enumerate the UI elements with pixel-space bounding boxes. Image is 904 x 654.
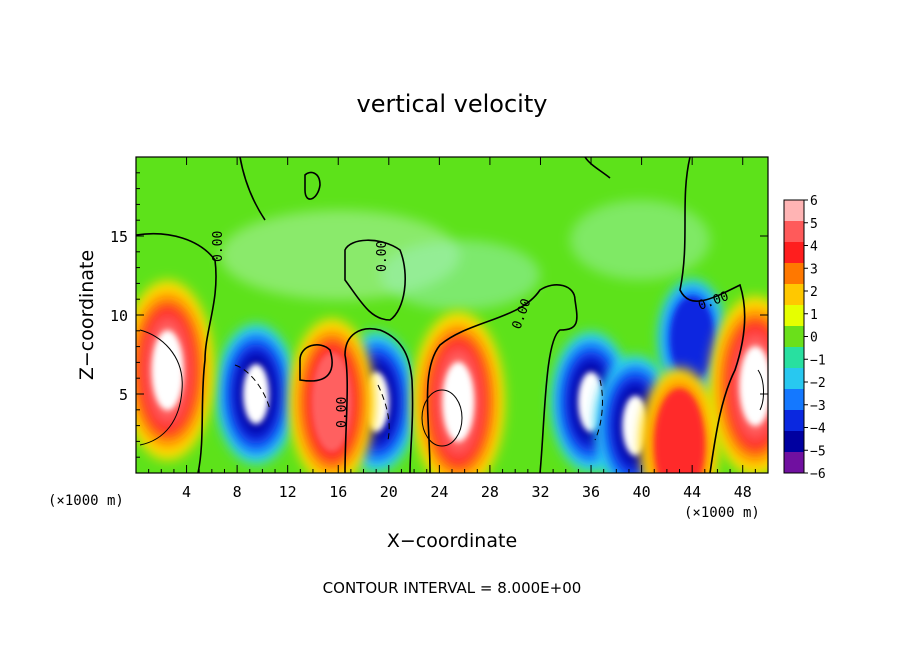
x-tick-label: 44: [683, 483, 701, 501]
updraft-cell-layer: [739, 346, 768, 427]
x-tick-label: 28: [481, 483, 499, 501]
downdraft-cell: [658, 279, 727, 399]
colorbar-swatch: [784, 305, 804, 327]
updraft-cell-layer: [654, 388, 706, 473]
x-tick-label: 40: [633, 483, 651, 501]
x-tick-label: 16: [329, 483, 347, 501]
colorbar-swatch: [784, 200, 804, 222]
downdraft-cell-layer: [243, 364, 270, 424]
contour-label: 0.00: [335, 397, 350, 428]
y-tick-label: 5: [119, 386, 128, 404]
contour-label: 0.00: [375, 241, 390, 272]
zero-contours: [136, 157, 746, 473]
y-axis-label: Z−coordinate: [76, 250, 98, 380]
x-unit-left: (×1000 m): [48, 493, 124, 509]
colorbar-swatch: [784, 284, 804, 306]
updraft-cell: [412, 311, 505, 473]
colorbar-swatch: [784, 410, 804, 432]
colorbar-swatch: [784, 326, 804, 348]
colorbar-label: 5: [810, 217, 818, 232]
velocity-cells: [136, 279, 768, 473]
colorbar-swatch: [784, 221, 804, 243]
colorbar-label: 6: [810, 194, 818, 209]
colorbar-swatch: [784, 389, 804, 411]
dashed-contours: [234, 364, 603, 441]
x-tick-label: 8: [233, 483, 242, 501]
x-tick-label: 4: [182, 483, 191, 501]
colorbar-label: −4: [810, 422, 826, 437]
contour-interval-note: CONTOUR INTERVAL = 8.000E+00: [323, 579, 582, 597]
colorbar-label: −2: [810, 376, 826, 391]
updraft-cell: [640, 368, 719, 473]
x-unit-right: (×1000 m): [684, 505, 760, 521]
x-tick-label: 20: [380, 483, 398, 501]
colorbar-label: −3: [810, 399, 826, 414]
colorbar-label: 1: [810, 308, 818, 323]
colorbar-label: 0: [810, 331, 818, 346]
plot-area: 0.00 0.000.00 0.000.00: [136, 157, 768, 473]
x-axis-label: X−coordinate: [387, 530, 517, 552]
x-tick-label: 32: [531, 483, 549, 501]
colorbar-swatch: [784, 263, 804, 285]
downdraft-cell: [216, 324, 297, 464]
updraft-cell: [289, 318, 375, 473]
downdraft-cell-layer: [670, 296, 715, 382]
colorbar-label: −1: [810, 353, 826, 368]
updraft-cell: [136, 280, 214, 461]
y-axis: 5 10 15: [110, 172, 768, 458]
colorbar-swatch: [784, 347, 804, 369]
colorbar-label: −5: [810, 444, 826, 459]
updraft-cell-layer: [311, 351, 353, 452]
updraft-cell-layer: [151, 330, 184, 411]
colorbar: 6 5 4 3 2 1 0 −1 −2 −3 −4 −5 −6: [783, 194, 826, 482]
x-tick-label: 12: [279, 483, 297, 501]
x-tick-label: 24: [430, 483, 448, 501]
y-tick-label: 10: [110, 307, 128, 325]
contour-label: 0.00: [211, 231, 226, 262]
solid-thin-contours: [139, 329, 764, 447]
colorbar-label: 4: [810, 240, 818, 255]
colorbar-label: 3: [810, 262, 818, 277]
chart-title: vertical velocity: [357, 90, 548, 118]
x-tick-label: 36: [582, 483, 600, 501]
x-axis: 4 8 12 16 20 24 28 32 36 40 44 48: [148, 157, 756, 501]
colorbar-label: −6: [810, 467, 826, 482]
colorbar-swatch: [784, 242, 804, 264]
colorbar-label: 2: [810, 285, 818, 300]
y-tick-label: 15: [110, 228, 128, 246]
x-tick-label: 48: [734, 483, 752, 501]
colorbar-swatch: [784, 431, 804, 453]
colorbar-swatch: [784, 452, 804, 474]
colorbar-swatch: [784, 368, 804, 390]
updraft-cell: [709, 296, 768, 473]
